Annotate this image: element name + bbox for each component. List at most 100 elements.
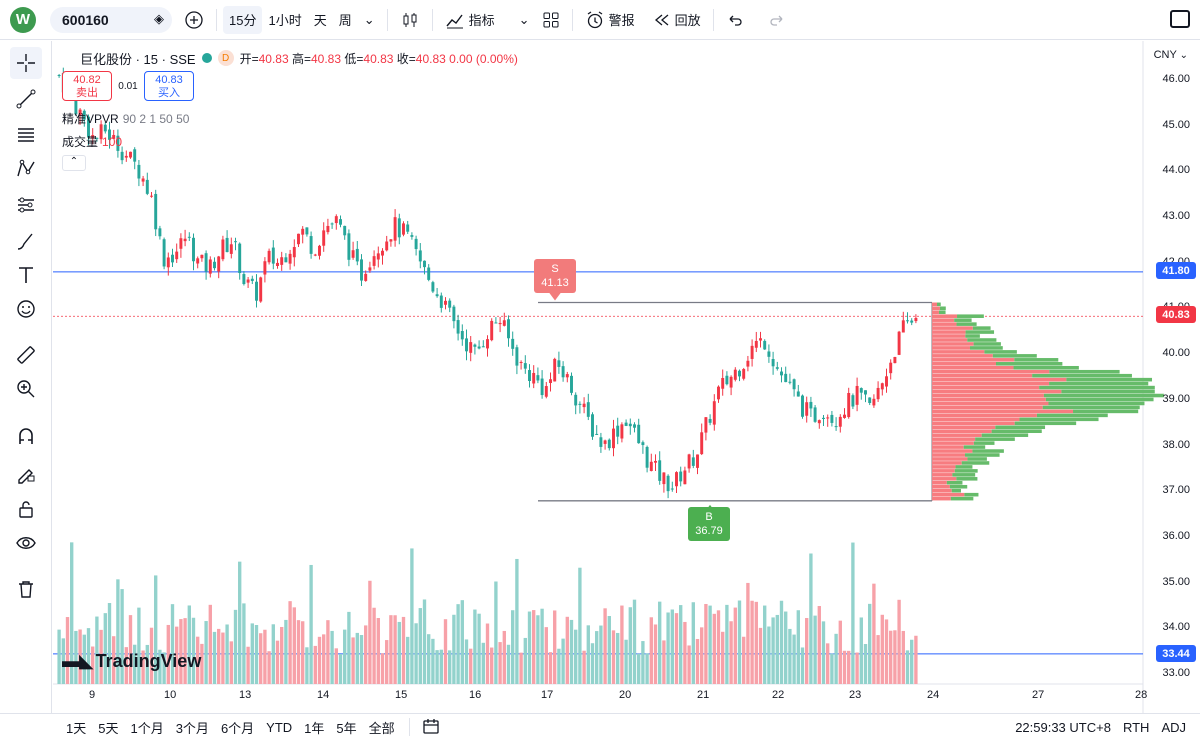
candle-body [444,300,447,305]
currency-selector[interactable]: CNY [1154,49,1188,61]
replay-button[interactable]: 回放 [647,6,707,34]
candle-body [607,439,611,449]
sell-signal-marker[interactable]: S 41.13 [534,259,576,293]
volume-bar [460,600,464,684]
zoom-in-icon[interactable] [10,373,42,405]
interval-dropdown-chevron-icon[interactable]: ⌄ [363,11,375,27]
candle-body [473,344,477,347]
window-maximize-icon[interactable] [1170,10,1190,28]
indicator-vpvr[interactable]: 精准VPVR 90 2 1 50 50 [62,110,189,127]
buy-button[interactable]: 40.83 买入 [144,71,194,101]
range-5y[interactable]: 5年 [336,720,357,736]
range-all[interactable]: 全部 [368,720,395,736]
buy-signal-price: 36.79 [695,525,723,537]
volume-bar [393,615,397,684]
candle-body [309,236,313,254]
symbol-search[interactable]: 600160 ◈ [50,6,172,33]
text-icon[interactable] [10,259,42,291]
indicators-button[interactable]: 指标 [439,6,501,34]
fib-lines-icon[interactable] [10,119,42,151]
undo-button[interactable] [720,6,750,34]
range-ytd[interactable]: YTD [266,719,293,735]
compare-plus-button[interactable] [178,6,210,34]
candle-style-button[interactable] [394,6,426,34]
price-chart[interactable] [53,41,1200,713]
brand-logo[interactable]: W [10,6,36,33]
ruler-icon[interactable] [10,339,42,371]
eye-icon[interactable] [10,527,42,559]
volume-bar [511,610,515,684]
unlock-icon[interactable] [10,493,42,525]
vpvr-sell-bar [973,441,995,445]
range-1m[interactable]: 1个月 [130,720,164,736]
range-5d[interactable]: 5天 [98,720,119,736]
trend-line-icon[interactable] [10,83,42,115]
vpvr-buy-bar [932,477,957,481]
vpvr-sell-bar [967,457,987,461]
lock-drawing-icon[interactable] [10,457,42,489]
vpvr-buy-bar [932,437,976,441]
vpvr-buy-bar [932,318,955,322]
legend-symbol-title[interactable]: 巨化股份 · 15 · SSE [80,51,196,67]
brush-icon[interactable] [10,225,42,257]
interval-1h-button[interactable]: 1小时 [268,13,302,28]
range-3m[interactable]: 3个月 [175,720,209,736]
magnet-icon[interactable] [10,421,42,453]
candle-body [171,254,174,263]
volume-bar [200,643,204,684]
candle-body [561,366,565,378]
volume-bar [99,629,103,684]
vpvr-sell-bar [1014,358,1059,362]
layout-button[interactable] [536,6,566,34]
diamond-icon[interactable]: ◈ [154,10,164,26]
spread-value: 0.01 [118,80,138,92]
interval-15m-button[interactable]: 15分 [223,5,263,34]
clock-timezone[interactable]: 22:59:33 UTC+8 [1015,720,1111,735]
candle-body [192,237,195,262]
volume-bar [296,620,301,684]
legend-collapse-button[interactable]: ⌃ [62,155,86,171]
adj-toggle[interactable]: ADJ [1161,720,1186,735]
time-axis[interactable]: 9 10 13 14 15 16 17 20 21 22 23 24 27 28 [53,684,1147,712]
replay-label: 回放 [674,13,701,28]
vpvr-buy-bar [932,342,974,346]
indicator-volume[interactable]: 成交量 100 [62,133,122,150]
interval-week-button[interactable]: 周 [338,13,352,28]
vpvr-sell-bar [995,362,1063,366]
range-6m[interactable]: 6个月 [220,720,255,736]
vpvr-buy-bar [932,453,966,457]
vpvr-sell-bar [984,350,1017,354]
crosshair-icon[interactable] [10,47,42,79]
alert-button[interactable]: 警报 [579,6,641,34]
interval-day-button[interactable]: 天 [313,13,327,28]
volume-bar [179,619,183,684]
redo-button[interactable] [762,6,792,34]
candle-body [200,254,204,259]
sell-button[interactable]: 40.82 卖出 [62,71,112,101]
volume-bar [578,567,582,684]
dividend-badge[interactable]: D [217,50,234,66]
volume-bar [469,648,473,684]
vpvr-sell-bar [950,496,974,501]
candle-body [120,151,124,161]
vpvr-buy-bar [932,326,973,330]
indicators-dropdown-chevron-icon[interactable]: ⌄ [518,11,530,27]
trash-icon[interactable] [10,573,42,605]
range-1y[interactable]: 1年 [304,720,325,736]
candle-body [292,247,296,258]
goto-date-calendar-icon[interactable] [422,717,440,738]
range-1d[interactable]: 1天 [66,720,87,736]
chart-area[interactable] [53,41,1200,713]
candle-body [897,331,901,355]
rth-toggle[interactable]: RTH [1122,720,1150,735]
pattern-icon[interactable] [10,153,42,185]
vpvr-buy-bar [932,314,958,318]
forecast-icon[interactable] [10,189,42,221]
buy-signal-marker[interactable]: B 36.79 [688,507,730,541]
vpvr-sell-bar [1048,401,1145,406]
time-axis-label: 13 [239,689,252,701]
volume-bar [889,630,893,684]
vpvr-sell-bar [957,314,984,318]
volume-bar [704,603,708,684]
emoji-icon[interactable] [10,293,42,325]
